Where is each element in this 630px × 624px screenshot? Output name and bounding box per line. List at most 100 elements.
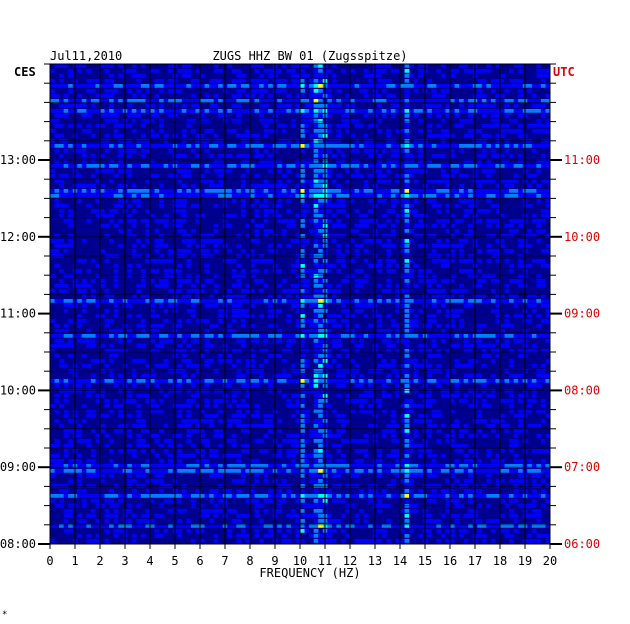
spectrogram-cell bbox=[318, 399, 324, 403]
spectrogram-cell bbox=[50, 344, 55, 348]
spectrogram-cell bbox=[445, 179, 451, 183]
spectrogram-cell bbox=[386, 184, 392, 188]
spectrogram-cell bbox=[154, 164, 160, 168]
spectrogram-cell bbox=[200, 224, 205, 228]
spectrogram-cell bbox=[481, 84, 487, 88]
spectrogram-cell bbox=[268, 384, 274, 388]
spectrogram-cell bbox=[304, 399, 310, 403]
spectrogram-cell bbox=[404, 259, 410, 263]
spectrogram-cell bbox=[231, 209, 237, 213]
spectrogram-cell bbox=[277, 179, 283, 183]
spectrogram-cell bbox=[454, 294, 460, 298]
spectrogram-cell bbox=[359, 394, 364, 398]
spectrogram-cell bbox=[495, 349, 501, 353]
spectrogram-cell bbox=[218, 399, 224, 403]
spectrogram-cell bbox=[181, 279, 187, 283]
spectrogram-cell bbox=[90, 279, 96, 283]
spectrogram-cell bbox=[500, 74, 505, 78]
spectrogram-cell bbox=[145, 124, 151, 128]
spectrogram-cell bbox=[477, 234, 483, 238]
spectrogram-cell bbox=[468, 354, 474, 358]
spectrogram-cell bbox=[263, 334, 269, 338]
spectrogram-cell bbox=[509, 84, 514, 88]
spectrogram-cell bbox=[350, 89, 355, 93]
spectrogram-cell bbox=[418, 404, 424, 408]
spectrogram-cell bbox=[231, 234, 237, 238]
spectrogram-cell bbox=[418, 224, 424, 228]
spectrogram-cell bbox=[545, 334, 551, 338]
spectrogram-cell bbox=[313, 114, 319, 118]
spectrogram-cell bbox=[440, 319, 446, 323]
spectrogram-cell bbox=[459, 174, 464, 178]
spectrogram-cell bbox=[86, 94, 92, 98]
spectrogram-cell bbox=[536, 239, 542, 243]
spectrogram-cell bbox=[368, 384, 374, 388]
spectrogram-cell bbox=[231, 334, 237, 338]
spectrogram-cell bbox=[186, 94, 192, 98]
spectrogram-cell bbox=[231, 214, 237, 218]
spectrogram-cell bbox=[227, 364, 233, 368]
spectrogram-cell bbox=[518, 124, 524, 128]
spectrogram-cell bbox=[331, 214, 337, 218]
spectrogram-cell bbox=[113, 264, 119, 268]
spectrogram-cell bbox=[277, 154, 283, 158]
spectrogram-cell bbox=[445, 354, 451, 358]
spectrogram-cell bbox=[540, 74, 546, 78]
spectrogram-cell bbox=[527, 174, 533, 178]
spectrogram-cell bbox=[195, 299, 201, 303]
spectrogram-cell bbox=[236, 349, 242, 353]
spectrogram-cell bbox=[363, 74, 369, 78]
spectrogram-cell bbox=[300, 339, 305, 343]
spectrogram-cell bbox=[400, 174, 405, 178]
spectrogram-cell bbox=[159, 239, 164, 243]
spectrogram-cell bbox=[118, 314, 124, 318]
spectrogram-cell bbox=[354, 119, 360, 123]
spectrogram-cell bbox=[504, 234, 510, 238]
spectrogram-cell bbox=[218, 409, 224, 413]
spectrogram-cell bbox=[218, 109, 224, 113]
spectrogram-cell bbox=[286, 219, 292, 223]
spectrogram-cell bbox=[363, 164, 369, 168]
spectrogram-cell bbox=[90, 299, 96, 303]
spectrogram-cell bbox=[68, 164, 74, 168]
spectrogram-cell bbox=[100, 179, 105, 183]
spectrogram-cell bbox=[236, 69, 242, 73]
spectrogram-cell bbox=[327, 149, 333, 153]
spectrogram-cell bbox=[327, 289, 333, 293]
spectrogram-cell bbox=[263, 234, 269, 238]
spectrogram-cell bbox=[386, 84, 392, 88]
spectrogram-cell bbox=[500, 164, 505, 168]
spectrogram-cell bbox=[236, 284, 242, 288]
spectrogram-cell bbox=[409, 164, 414, 168]
spectrogram-cell bbox=[454, 334, 460, 338]
spectrogram-cell bbox=[345, 124, 351, 128]
spectrogram-cell bbox=[168, 69, 174, 73]
spectrogram-cell bbox=[295, 294, 301, 298]
spectrogram-cell bbox=[363, 279, 369, 283]
spectrogram-cell bbox=[95, 154, 101, 158]
spectrogram-cell bbox=[168, 329, 174, 333]
spectrogram-cell bbox=[136, 154, 142, 158]
spectrogram-cell bbox=[468, 209, 474, 213]
spectrogram-cell bbox=[413, 399, 419, 403]
spectrogram-cell bbox=[377, 244, 383, 248]
spectrogram-cell bbox=[431, 94, 437, 98]
spectrogram-cell bbox=[340, 289, 346, 293]
spectrogram-cell bbox=[204, 304, 210, 308]
spectrogram-cell bbox=[136, 284, 142, 288]
spectrogram-cell bbox=[127, 289, 133, 293]
spectrogram-cell bbox=[509, 144, 514, 148]
spectrogram-cell bbox=[404, 349, 410, 353]
spectrogram-cell bbox=[227, 334, 233, 338]
spectrogram-cell bbox=[218, 349, 224, 353]
spectrogram-cell bbox=[313, 284, 319, 288]
spectrogram-cell bbox=[531, 84, 537, 88]
spectrogram-cell bbox=[331, 244, 337, 248]
spectrogram-cell bbox=[204, 234, 210, 238]
spectrogram-cell bbox=[440, 379, 446, 383]
spectrogram-cell bbox=[240, 269, 246, 273]
spectrogram-cell bbox=[268, 394, 274, 398]
spectrogram-cell bbox=[359, 99, 364, 103]
spectrogram-cell bbox=[313, 184, 319, 188]
spectrogram-cell bbox=[313, 304, 319, 308]
